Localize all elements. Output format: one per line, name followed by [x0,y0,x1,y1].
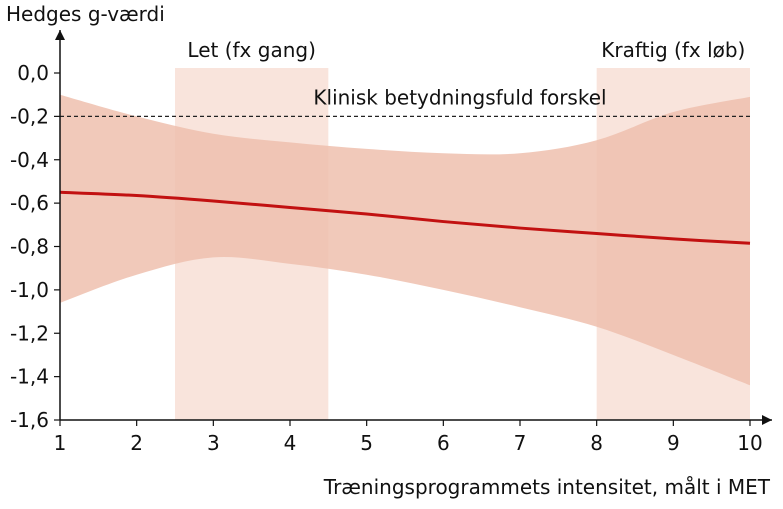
axes: 1 2 3 4 5 6 7 8 9 10 0,0 -0,2 -0,4 -0,6 -0,8 -1,0 -1,2 -1… [10,30,772,455]
x-axis-arrow [762,415,772,425]
confidence-band-area [60,94,750,386]
y-tick-label-2: -0,4 [10,148,49,172]
y-axis-arrow [55,30,65,40]
estimate-line [59,190,751,245]
x-tick-label-3: 3 [207,431,220,455]
y-axis-title: Hedges g-værdi [6,2,165,26]
x-tick-label-4: 4 [284,431,297,455]
x-tick-label-9: 9 [667,431,680,455]
y-tick-label-1: -0,2 [10,104,49,128]
y-tick-label-3: -0,6 [10,191,49,215]
x-tick-label-10: 10 [737,431,762,455]
x-tick-label-6: 6 [437,431,450,455]
y-tick-label-8: -1,6 [10,408,49,432]
x-tick-label-8: 8 [590,431,603,455]
x-tick-label-2: 2 [130,431,143,455]
labels: Let (fx gang) Kraftig (fx løb) Klinisk bet… [6,2,771,499]
y-tick-label-7: -1,4 [10,365,49,389]
x-tick-label-5: 5 [360,431,373,455]
estimate-line-group [59,190,751,245]
zone-label-1: Let (fx gang) [187,38,315,62]
y-tick-label-0: 0,0 [17,61,49,85]
reference-line-label: Klinisk betydningsfuld forskel [313,85,606,109]
zone-label-2: Kraftig (fx løb) [601,38,745,62]
y-tick-label-4: -0,8 [10,235,49,259]
confidence-band [60,94,750,386]
x-tick-label-7: 7 [514,431,527,455]
y-tick-label-6: -1,2 [10,321,49,345]
y-tick-label-5: -1,0 [10,278,49,302]
x-tick-label-1: 1 [54,431,67,455]
x-axis-title: Træningsprogrammets intensitet, målt i M… [323,475,771,499]
